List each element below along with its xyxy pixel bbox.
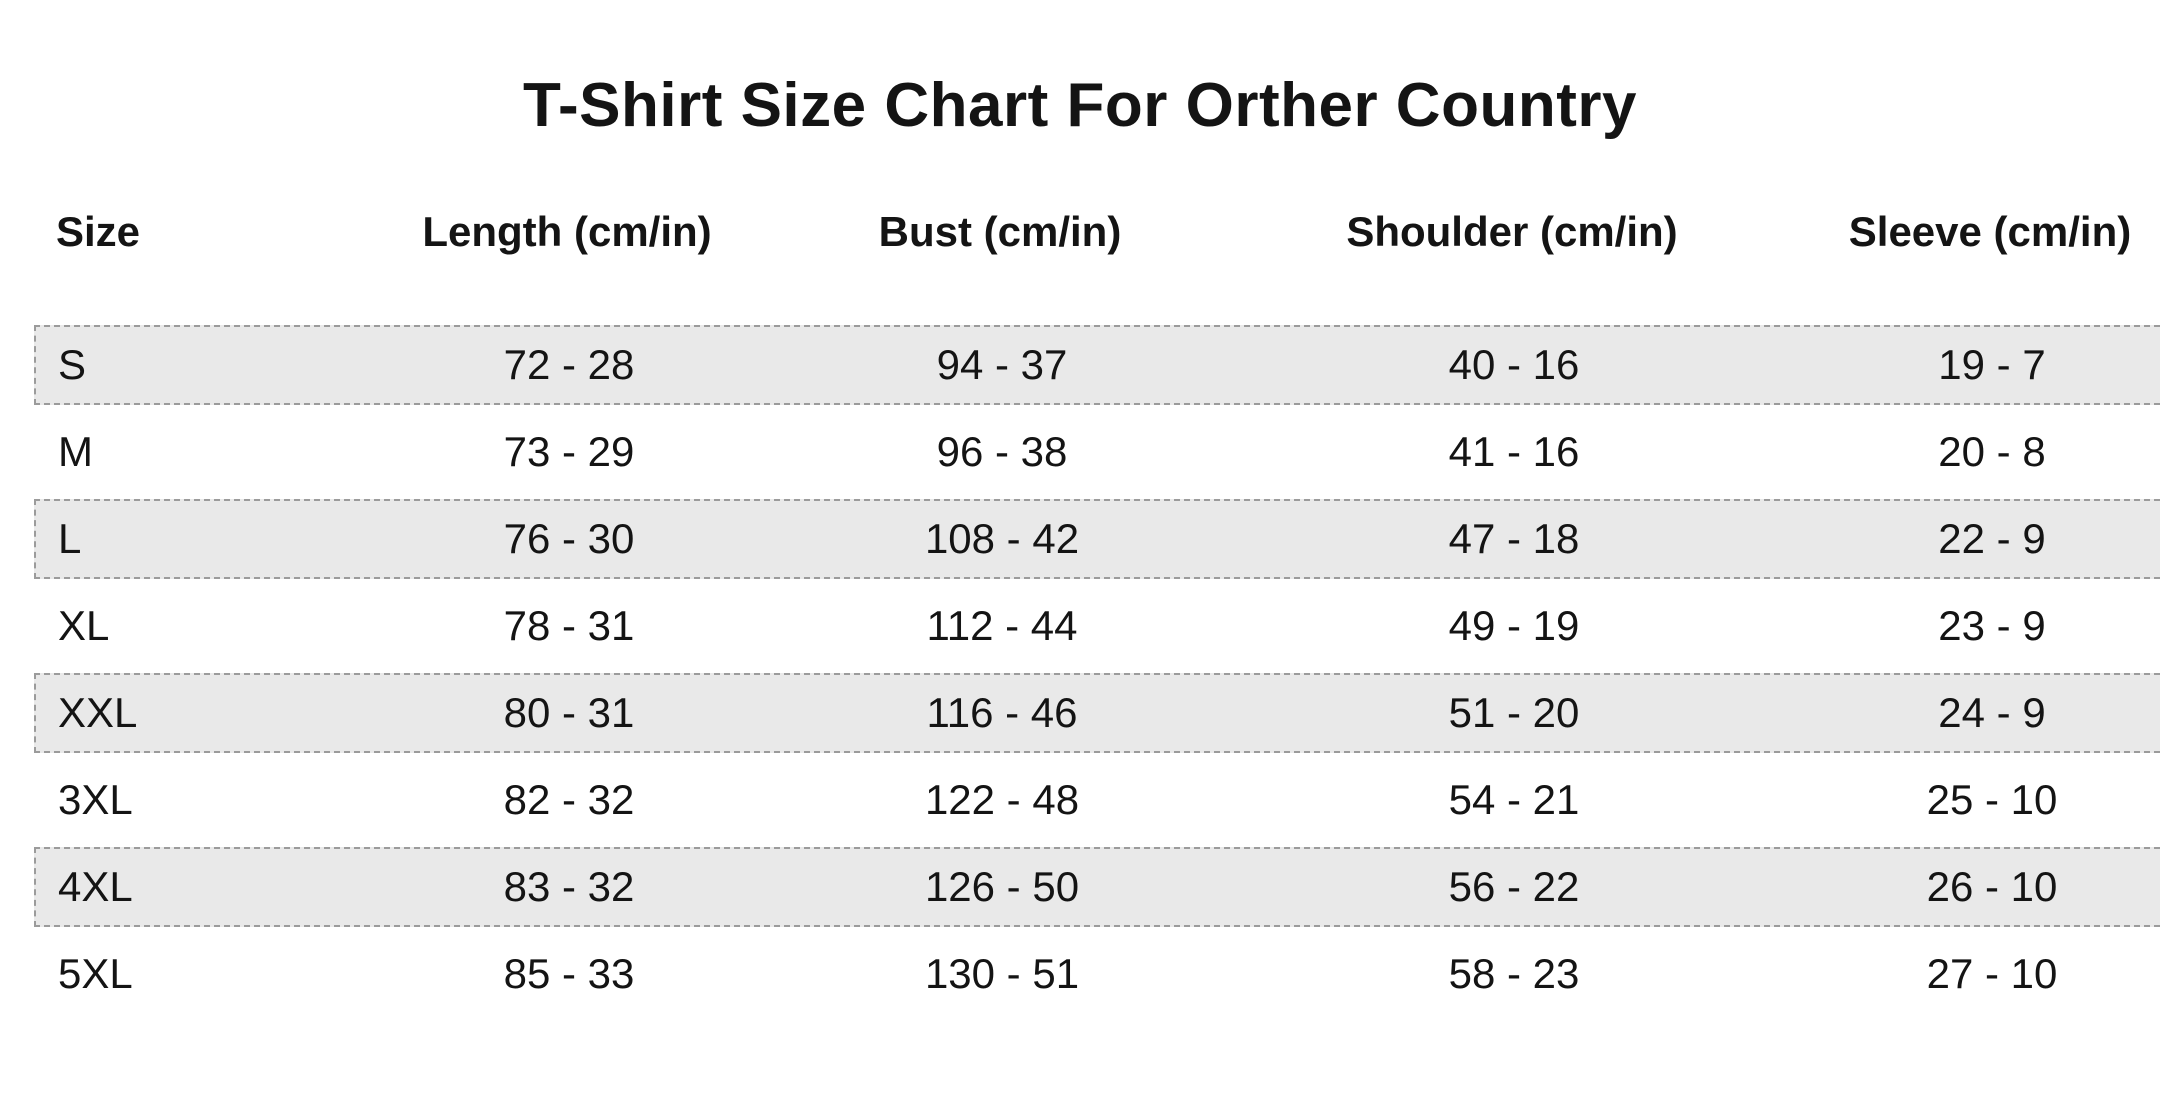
- length-cell: 73 - 29: [503, 428, 635, 475]
- bust-cell: 96 - 38: [936, 428, 1068, 475]
- size-cell: XXL: [58, 689, 138, 736]
- shoulder-cell: 41 - 16: [1448, 428, 1580, 475]
- bust-cell: 116 - 46: [926, 689, 1078, 736]
- size-cell: XL: [58, 602, 110, 649]
- length-cell: 76 - 30: [503, 515, 635, 562]
- bust-cell: 122 - 48: [924, 776, 1080, 823]
- column-header-sleeve: Sleeve (cm/in): [1848, 208, 2132, 255]
- shoulder-cell: 54 - 21: [1448, 776, 1580, 823]
- table-row-3xl: 3XL 82 - 32 122 - 48 54 - 21 25 - 10: [34, 760, 2160, 840]
- page-title: T-Shirt Size Chart For Orther Country: [523, 71, 1637, 140]
- sleeve-cell: 20 - 8: [1938, 428, 2046, 475]
- sleeve-cell: 22 - 9: [1938, 515, 2046, 562]
- table-row-5xl: 5XL 85 - 33 130 - 51 58 - 23 27 - 10: [34, 934, 2160, 1014]
- size-cell: M: [58, 428, 93, 475]
- sleeve-cell: 26 - 10: [1926, 863, 2058, 910]
- size-cell: 5XL: [58, 950, 133, 997]
- length-cell: 78 - 31: [503, 602, 635, 649]
- length-cell: 80 - 31: [503, 689, 635, 736]
- length-cell: 82 - 32: [503, 776, 635, 823]
- size-cell: 3XL: [58, 776, 133, 823]
- bust-cell: 94 - 37: [936, 341, 1068, 388]
- bust-cell: 112 - 44: [926, 602, 1078, 649]
- size-cell: S: [58, 341, 87, 388]
- length-cell: 72 - 28: [503, 341, 635, 388]
- shoulder-cell: 49 - 19: [1448, 602, 1580, 649]
- shoulder-cell: 56 - 22: [1448, 863, 1580, 910]
- column-header-bust: Bust (cm/in): [878, 208, 1122, 255]
- size-table: S 72 - 28 94 - 37 40 - 16 19 - 7 M 73 - …: [34, 318, 2160, 1021]
- sleeve-cell: 25 - 10: [1926, 776, 2058, 823]
- table-row-xl: XL 78 - 31 112 - 44 49 - 19 23 - 9: [34, 586, 2160, 666]
- bust-cell: 108 - 42: [924, 515, 1080, 562]
- shoulder-cell: 51 - 20: [1448, 689, 1580, 736]
- table-row-l: L 76 - 30 108 - 42 47 - 18 22 - 9: [34, 499, 2160, 579]
- sleeve-cell: 23 - 9: [1938, 602, 2046, 649]
- shoulder-cell: 47 - 18: [1448, 515, 1580, 562]
- column-header-length: Length (cm/in): [422, 208, 712, 255]
- column-header-size: Size: [56, 208, 141, 255]
- sleeve-cell: 19 - 7: [1938, 341, 2046, 388]
- table-header-row: Size Length (cm/in) Bust (cm/in) Shoulde…: [34, 192, 2160, 272]
- table-row-4xl: 4XL 83 - 32 126 - 50 56 - 22 26 - 10: [34, 847, 2160, 927]
- column-header-shoulder: Shoulder (cm/in): [1346, 208, 1678, 255]
- shoulder-cell: 40 - 16: [1448, 341, 1580, 388]
- shoulder-cell: 58 - 23: [1448, 950, 1580, 997]
- size-cell: 4XL: [58, 863, 133, 910]
- bust-cell: 130 - 51: [924, 950, 1080, 997]
- table-row-xxl: XXL 80 - 31 116 - 46 51 - 20 24 - 9: [34, 673, 2160, 753]
- bust-cell: 126 - 50: [924, 863, 1080, 910]
- length-cell: 83 - 32: [503, 863, 635, 910]
- sleeve-cell: 27 - 10: [1926, 950, 2058, 997]
- table-row-m: M 73 - 29 96 - 38 41 - 16 20 - 8: [34, 412, 2160, 492]
- table-row-s: S 72 - 28 94 - 37 40 - 16 19 - 7: [34, 325, 2160, 405]
- length-cell: 85 - 33: [503, 950, 635, 997]
- size-cell: L: [58, 515, 82, 562]
- sleeve-cell: 24 - 9: [1938, 689, 2046, 736]
